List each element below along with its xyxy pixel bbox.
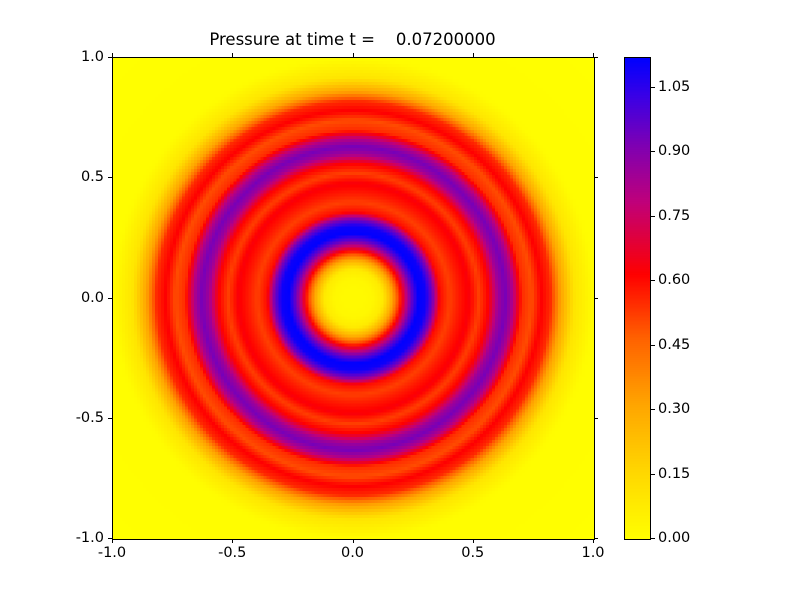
heatmap-axes[interactable]: [112, 57, 595, 540]
colorbar-tick-label: 0.15: [658, 465, 691, 482]
x-tick-mark-top: [232, 53, 234, 57]
x-tick-mark-bottom: [593, 539, 594, 543]
colorbar-tick-label: 0.90: [658, 143, 691, 160]
heatmap-image: [113, 58, 594, 539]
y-tick-mark-left: [108, 57, 112, 58]
y-tick-label: -1.0: [75, 530, 104, 546]
x-tick-label: -1.0: [97, 545, 127, 561]
x-tick-label: 0.5: [461, 545, 485, 561]
x-tick-mark-bottom: [112, 539, 113, 543]
colorbar-tick-mark: [650, 280, 655, 282]
y-tick-mark-right: [594, 297, 598, 299]
colorbar-tick-mark: [650, 87, 655, 89]
colorbar-gradient: [625, 58, 650, 539]
colorbar-tick-label: 0.45: [658, 336, 691, 353]
y-tick-mark-left: [108, 538, 112, 539]
colorbar-tick-mark: [650, 151, 655, 153]
x-tick-mark-top: [352, 53, 354, 57]
x-tick-label: -0.5: [218, 545, 247, 561]
x-tick-label: 1.0: [581, 545, 605, 561]
colorbar-tick-mark: [650, 473, 655, 475]
y-tick-label: 1.0: [80, 49, 104, 65]
x-tick-label: 0.0: [340, 545, 365, 561]
colorbar-tick-label: 0.60: [658, 272, 691, 289]
y-tick-mark-left: [108, 297, 112, 299]
colorbar-tick-label: 0.75: [658, 207, 691, 224]
x-tick-mark-bottom: [472, 539, 474, 543]
x-tick-mark-bottom: [232, 539, 234, 543]
page-title: Pressure at time t = 0.07200000: [209, 30, 496, 49]
y-tick-mark-left: [108, 417, 112, 419]
colorbar-tick-label: 0.30: [658, 401, 691, 418]
colorbar-tick-mark: [650, 409, 655, 411]
x-tick-mark-bottom: [352, 539, 354, 543]
y-tick-label: 0.5: [80, 169, 104, 186]
x-tick-mark-top: [112, 53, 113, 57]
x-tick-mark-top: [472, 53, 474, 57]
colorbar-tick-label: 0.00: [658, 530, 691, 546]
colorbar-tick-label: 1.05: [658, 79, 691, 96]
x-tick-mark-top: [593, 53, 594, 57]
y-tick-mark-right: [594, 538, 598, 539]
y-tick-mark-left: [108, 177, 112, 179]
y-tick-mark-right: [594, 57, 598, 58]
y-tick-label: 0.0: [80, 289, 104, 306]
colorbar-tick-mark: [650, 344, 655, 346]
colorbar-tick-mark: [650, 215, 655, 217]
y-tick-mark-right: [594, 177, 598, 179]
y-tick-label: -0.5: [75, 409, 104, 426]
colorbar-tick-mark: [650, 538, 655, 539]
colorbar-axes[interactable]: [624, 57, 651, 540]
y-tick-mark-right: [594, 417, 598, 419]
